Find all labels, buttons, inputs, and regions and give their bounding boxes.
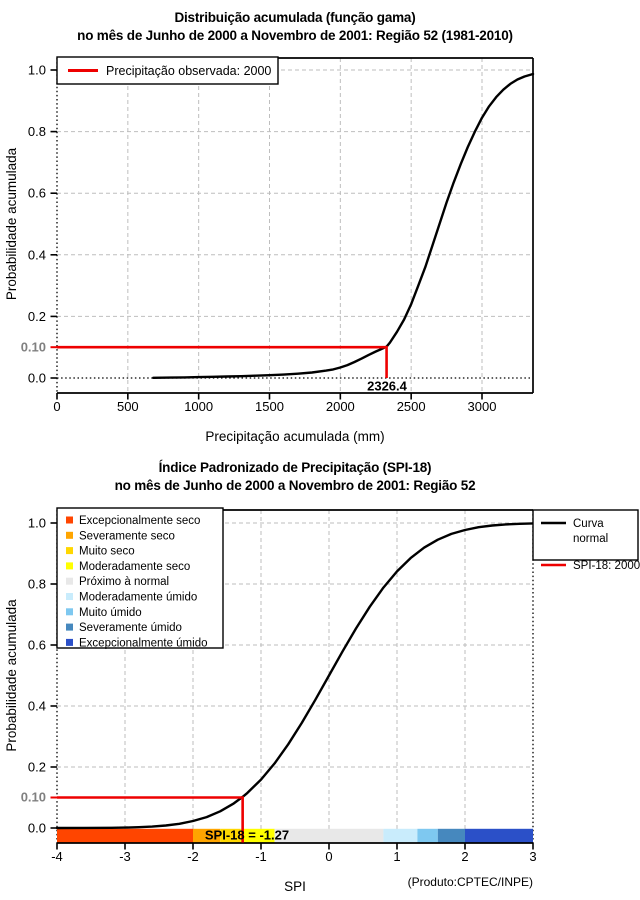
spi-category-bar-segment	[437, 828, 465, 843]
y-tick-label: 1.0	[28, 516, 46, 531]
spi-category-bar-segment	[220, 828, 241, 843]
x-tick-label: 2000	[326, 399, 355, 414]
category-label: Muito seco	[79, 546, 135, 558]
spi-category-bar-segment	[57, 828, 193, 843]
x-tick-label: 3000	[468, 399, 497, 414]
x-tick-label: -3	[119, 849, 131, 864]
spi-category-bar-segment	[274, 828, 384, 843]
x-tick-label: 1000	[184, 399, 213, 414]
category-color-swatch	[66, 608, 73, 616]
top-legend-label: Precipitação observada: 2000	[106, 64, 271, 78]
category-label: Severamente seco	[79, 530, 175, 542]
x-tick-label: -1	[255, 849, 267, 864]
top-observed-value-label: 2326.4	[367, 379, 408, 394]
top-legend: Precipitação observada: 2000	[56, 56, 279, 85]
x-tick-label: 2	[461, 849, 468, 864]
bottom-curves-legend-box	[532, 509, 639, 561]
bottom-chart-title: Índice Padronizado de Precipitação (SPI-…	[159, 460, 432, 475]
observed-value-marker-lines	[57, 345, 388, 378]
y-tick-label: 0.8	[28, 577, 46, 592]
category-label: Moderadamente úmido	[79, 592, 197, 604]
spi-category-bar-segment	[383, 828, 418, 843]
legend-entry-label: normal	[573, 533, 608, 545]
gamma-cdf-plot: 0 500 1000 1500 2000 2500 3000 0.0 0.2 0.4 0.6 0.8 1…	[28, 57, 535, 414]
y-tick-label: 0.2	[28, 760, 46, 775]
spi-category-bar-segment	[465, 828, 533, 843]
y-tick-label: 0.4	[28, 699, 46, 714]
category-label: Excepcionalmente úmido	[79, 637, 208, 649]
category-label: Muito úmido	[79, 607, 142, 619]
category-label: Excepcionalmente seco	[79, 515, 200, 527]
bottom-curves-legend: Curva normal SPI-18: 2000	[532, 509, 640, 572]
y-tick-label: 0.2	[28, 309, 46, 324]
x-tick-label: 3	[529, 849, 536, 864]
x-tick-label: 0	[53, 399, 60, 414]
category-label: Próximo à normal	[79, 576, 169, 588]
product-credit-label: (Produto:CPTEC/INPE)	[408, 875, 533, 889]
category-color-swatch	[66, 562, 73, 570]
category-label: Severamente úmido	[79, 622, 182, 634]
category-color-swatch	[66, 516, 73, 524]
top-x-axis-title: Precipitação acumulada (mm)	[205, 429, 384, 444]
x-tick-label: 1500	[255, 399, 284, 414]
y-tick-label: 1.0	[28, 63, 46, 78]
cdf-curve	[152, 72, 535, 379]
spi-category-bar-segment	[240, 828, 275, 843]
category-color-swatch	[66, 531, 73, 539]
y-tick-label: 0.0	[28, 821, 46, 836]
y-tick-label: 0.4	[28, 247, 46, 262]
bottom-x-axis-title: SPI	[284, 879, 306, 894]
category-color-swatch	[66, 623, 73, 631]
y-tick-label: 0.6	[28, 638, 46, 653]
cdf-curve	[55, 522, 535, 830]
category-color-swatch	[66, 593, 73, 600]
x-tick-label: 500	[117, 399, 139, 414]
x-tick-label: 1	[393, 849, 400, 864]
category-color-swatch	[66, 547, 73, 555]
top-probability-0.10-tick-label: 0.10	[21, 340, 46, 355]
y-tick-label: 0.0	[28, 371, 46, 386]
x-tick-label: -2	[187, 849, 199, 864]
bottom-curves-legend-items: Curva normal SPI-18: 2000	[541, 518, 640, 572]
spi-categories-legend: Excepcionalmente seco Severamente seco Mui…	[56, 507, 224, 649]
spi-category-bar-segment	[417, 828, 438, 843]
x-tick-label: 2500	[397, 399, 426, 414]
y-tick-label: 0.8	[28, 124, 46, 139]
spi-value-label: SPI-18 = -1.27	[205, 828, 289, 843]
top-chart-subtitle: no mês de Junho de 2000 a Novembro de 20…	[77, 28, 513, 43]
category-color-swatch	[66, 577, 73, 585]
category-color-swatch	[66, 638, 73, 646]
bottom-y-axis-title: Probabilidade acumulada	[4, 599, 19, 752]
legend-entry-label: Curva	[573, 518, 604, 530]
observed-value-marker-lines	[57, 796, 244, 843]
x-tick-label: -4	[51, 849, 63, 864]
category-label: Moderadamente seco	[79, 561, 190, 573]
bottom-probability-0.10-tick-label: 0.10	[21, 790, 46, 805]
bottom-chart-subtitle: no mês de Junho de 2000 a Novembro de 20…	[115, 478, 476, 493]
x-tick-label: 0	[325, 849, 332, 864]
top-y-axis-title: Probabilidade acumulada	[4, 147, 19, 300]
top-chart-title: Distribuição acumulada (função gama)	[174, 10, 415, 25]
spi-categories-legend-box	[56, 507, 224, 649]
spi-categories-legend-items: Excepcionalmente seco Severamente seco Mui…	[66, 515, 208, 649]
y-tick-label: 0.6	[28, 186, 46, 201]
spi-category-bar-segment	[193, 828, 221, 843]
legend-entry-label: SPI-18: 2000	[573, 560, 640, 572]
